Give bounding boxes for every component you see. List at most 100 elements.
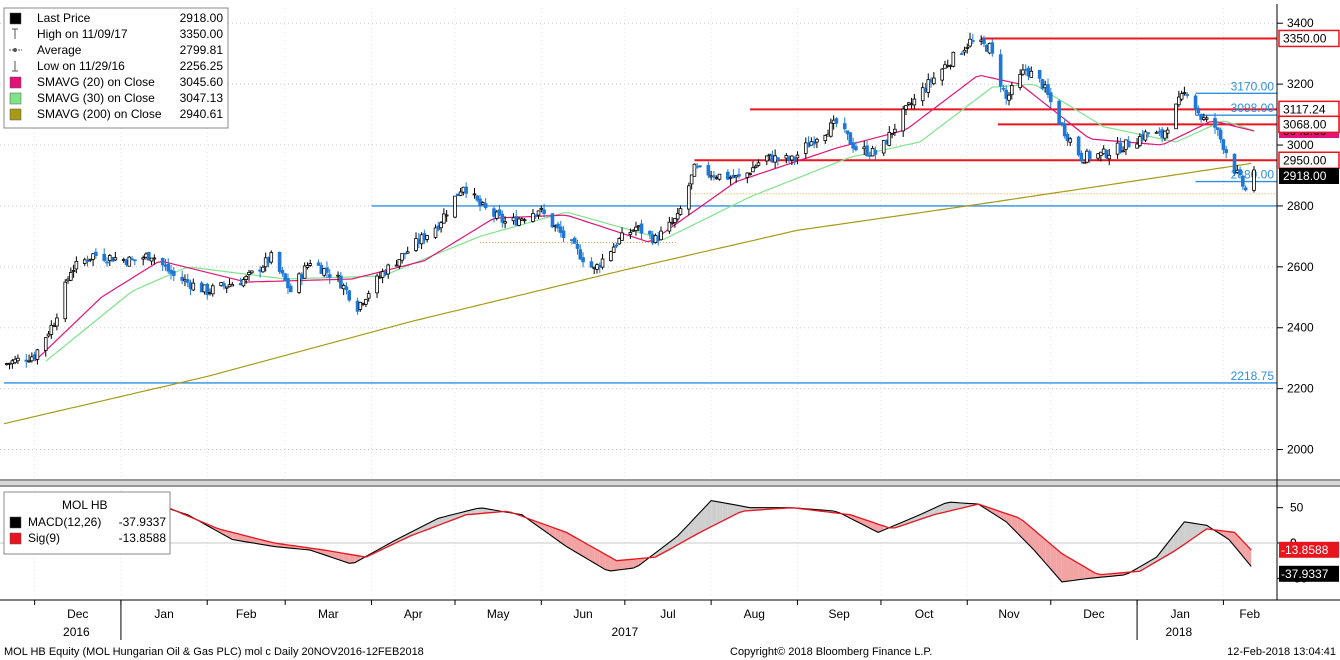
macd-fill [694, 512, 700, 536]
candle-body [829, 122, 833, 137]
candle-body [436, 225, 441, 231]
candle-body [792, 157, 797, 160]
candle-body [7, 362, 12, 365]
candle-body [1143, 131, 1148, 141]
candle-body [1232, 153, 1237, 174]
macd-fill [399, 535, 405, 542]
candle-body [636, 225, 641, 228]
candle-body [890, 133, 894, 135]
candle-body [483, 203, 488, 209]
candle-body [199, 282, 204, 293]
candle-body [962, 49, 967, 53]
candle-body [149, 257, 154, 262]
macd-fill [705, 500, 712, 530]
macd-fill [560, 530, 567, 547]
candle-body [553, 225, 558, 228]
candle-body [517, 218, 521, 226]
level-label-box [1278, 29, 1340, 48]
legend-value: 3045.60 [180, 75, 224, 89]
candle-body [444, 214, 449, 217]
candle-body [945, 64, 950, 67]
candle-body [737, 174, 741, 177]
candle-body [767, 153, 772, 156]
candle-body [1021, 69, 1025, 75]
candle-body [386, 264, 390, 275]
level-label: 2218.75 [1231, 369, 1275, 383]
x-month-label: May [487, 607, 510, 621]
candle-body [183, 278, 187, 282]
candle-body [52, 325, 56, 328]
candle-body [884, 139, 889, 145]
candle-body [1065, 134, 1070, 142]
candle-body [258, 269, 262, 272]
candle-body [141, 257, 145, 260]
candle-body [325, 267, 329, 273]
candle-body [43, 337, 48, 351]
x-month-label: Jun [573, 607, 592, 621]
candle-body [1199, 113, 1203, 120]
candle-body [1185, 94, 1189, 96]
candle-body [355, 300, 360, 312]
candle-body [948, 65, 953, 67]
macd-fill [956, 502, 962, 510]
candle-body [10, 360, 15, 365]
macd-fill [571, 535, 578, 554]
candle-body [74, 260, 79, 270]
macd-fill [683, 524, 689, 542]
candle-body [826, 133, 830, 137]
candle-body [1107, 154, 1112, 160]
x-year-label: 2017 [611, 625, 638, 639]
candle-body [69, 272, 73, 281]
macd-fill [1061, 553, 1068, 582]
candle-body [648, 230, 652, 235]
candle-body [617, 238, 622, 245]
level-label: 3170.00 [1231, 79, 1275, 93]
macd-fill [1139, 563, 1146, 572]
legend-value: -37.9337 [119, 515, 167, 529]
candle-body [823, 134, 828, 141]
macd-fill [1189, 522, 1196, 541]
candle-body [66, 278, 70, 282]
candle-body [1001, 87, 1006, 90]
footer-copyright: Copyright© 2018 Bloomberg Finance L.P. [730, 646, 932, 658]
candle-body [1157, 131, 1162, 133]
candle-body [1216, 127, 1220, 130]
macd-fill [577, 538, 584, 557]
x-month-label: Dec [1083, 607, 1104, 621]
macd-fill [616, 560, 623, 571]
x-month-label: Feb [236, 607, 257, 621]
candle-body [901, 108, 906, 132]
legend-box [3, 491, 171, 555]
candle-body [455, 193, 460, 197]
candle-body [244, 276, 249, 280]
macd-fill [332, 551, 339, 560]
candle-body [422, 233, 427, 241]
footer-security: MOL HB Equity (MOL Hungarian Oil & Gas P… [4, 646, 424, 658]
candle-body [277, 251, 282, 272]
macd-fill [404, 532, 411, 539]
candle-body [614, 244, 619, 247]
candle-body [1040, 79, 1045, 89]
macd-fill [900, 520, 907, 527]
macd-fill [1201, 524, 1207, 533]
candle-body [531, 213, 535, 222]
candle-body [1099, 151, 1103, 156]
candle-body [865, 145, 869, 157]
candle-body [417, 238, 421, 244]
candle-body [556, 223, 560, 229]
legend-box [3, 7, 229, 129]
macd-fill [677, 530, 684, 545]
candle-body [965, 47, 970, 49]
legend-label: Average [37, 43, 82, 57]
macd-fill [588, 544, 595, 564]
candle-body [288, 285, 293, 293]
macd-fill [237, 533, 244, 542]
candle-body [419, 234, 424, 245]
macd-fill [1050, 544, 1057, 576]
x-month-label: Aug [744, 607, 765, 621]
candle-body [1115, 142, 1120, 155]
candle-body [790, 155, 794, 161]
candle-body [364, 299, 368, 305]
legend-value: -13.8588 [119, 531, 167, 545]
